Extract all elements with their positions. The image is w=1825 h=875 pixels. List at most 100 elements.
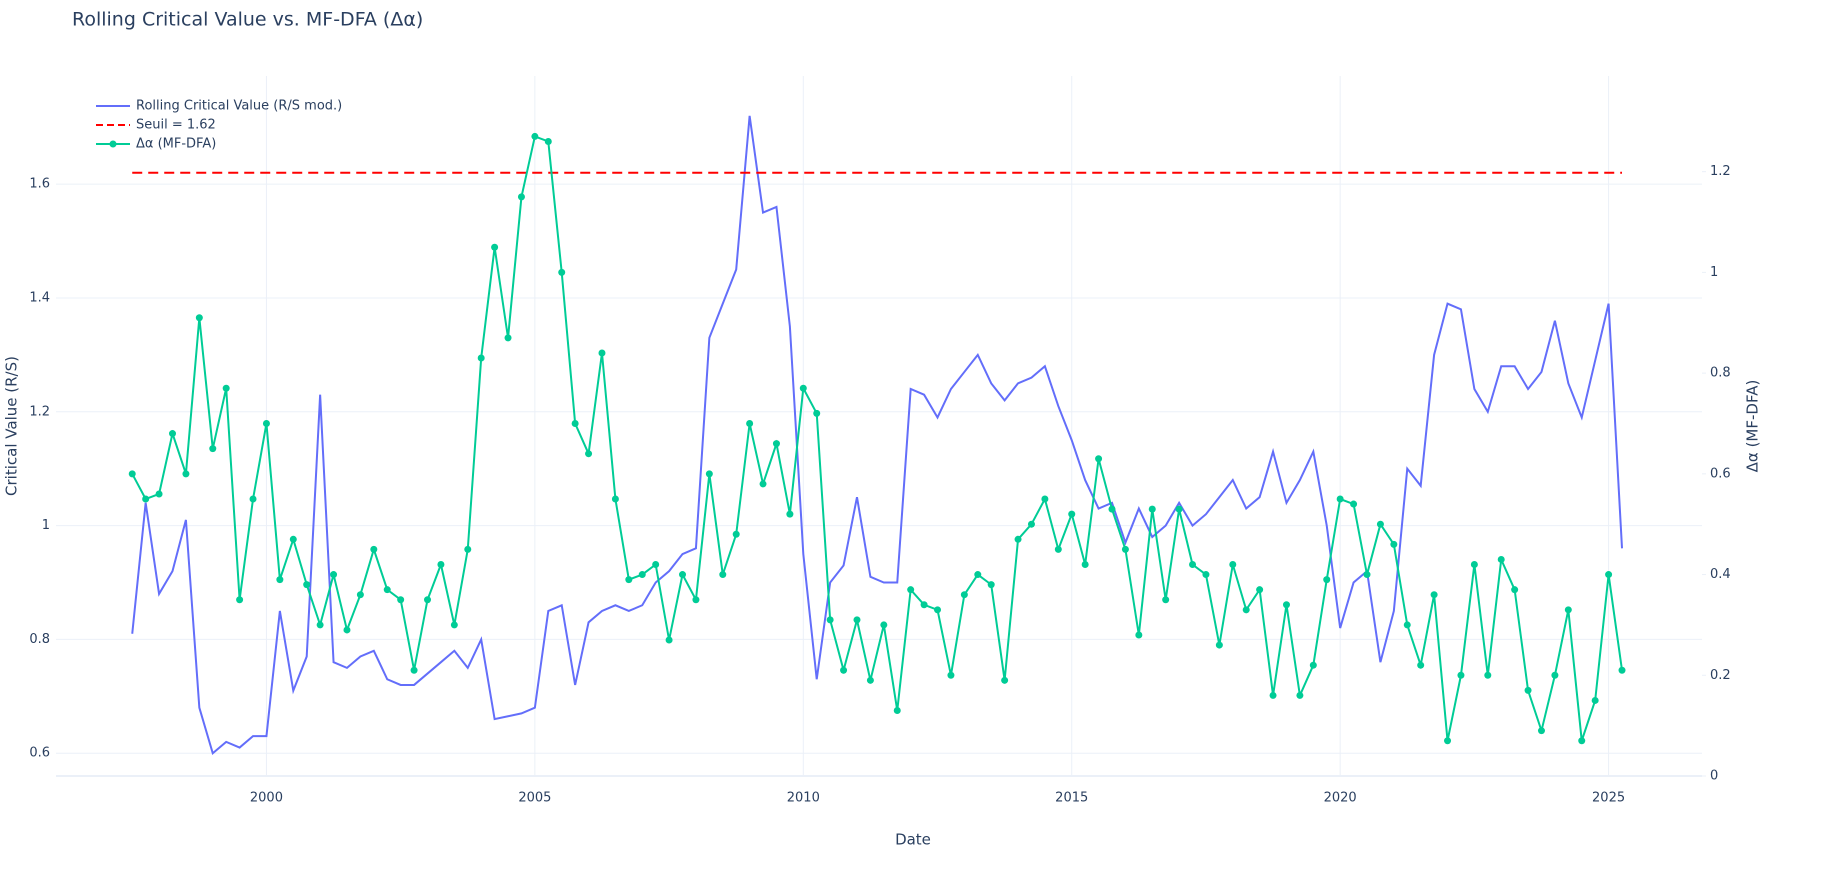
point bbox=[705, 470, 713, 478]
point bbox=[1511, 586, 1519, 594]
point bbox=[1524, 686, 1532, 694]
point bbox=[893, 707, 901, 715]
point bbox=[531, 132, 539, 140]
point bbox=[504, 334, 512, 342]
point bbox=[934, 606, 942, 614]
y2-tick-label: 0.8 bbox=[1710, 366, 1731, 381]
point bbox=[1484, 671, 1492, 679]
point bbox=[947, 671, 955, 679]
point bbox=[840, 666, 848, 674]
point bbox=[772, 440, 780, 448]
point bbox=[262, 419, 270, 427]
legend-label: Seuil = 1.62 bbox=[136, 118, 216, 133]
point bbox=[638, 571, 646, 579]
point bbox=[746, 419, 754, 427]
point bbox=[558, 268, 566, 276]
point bbox=[128, 470, 136, 478]
point bbox=[571, 419, 579, 427]
point bbox=[853, 616, 861, 624]
point bbox=[679, 571, 687, 579]
point bbox=[1591, 696, 1599, 704]
point bbox=[1269, 691, 1277, 699]
point bbox=[491, 243, 499, 251]
point bbox=[1444, 737, 1452, 745]
point bbox=[1189, 560, 1197, 568]
point bbox=[316, 621, 324, 629]
point bbox=[1242, 606, 1250, 614]
point bbox=[866, 676, 874, 684]
x-axis-title: Date bbox=[895, 831, 931, 849]
y-tick-label: 0.8 bbox=[29, 632, 50, 647]
x-tick-label: 2015 bbox=[1055, 791, 1088, 806]
y-tick-label: 1.4 bbox=[29, 290, 50, 305]
y2-tick-label: 0 bbox=[1710, 769, 1718, 784]
y2-tick-label: 1 bbox=[1710, 265, 1718, 280]
point bbox=[1068, 510, 1076, 518]
series-line bbox=[131, 135, 1624, 742]
point bbox=[397, 596, 405, 604]
y-tick-label: 1.2 bbox=[29, 404, 50, 419]
point bbox=[799, 384, 807, 392]
point bbox=[732, 530, 740, 538]
point bbox=[155, 490, 163, 498]
point bbox=[665, 636, 673, 644]
y2-tick-label: 0.4 bbox=[1710, 567, 1731, 582]
point bbox=[1309, 661, 1317, 669]
point bbox=[625, 576, 633, 584]
point bbox=[330, 571, 338, 579]
point bbox=[1027, 520, 1035, 528]
point bbox=[1323, 576, 1331, 584]
point bbox=[477, 354, 485, 362]
series-line bbox=[131, 115, 1624, 755]
point bbox=[1497, 555, 1505, 563]
point bbox=[692, 596, 700, 604]
y2-axis-title: Δα (MF-DFA) bbox=[1744, 380, 1762, 473]
point bbox=[383, 586, 391, 594]
y-axis-title: Critical Value (R/S) bbox=[3, 356, 21, 496]
point bbox=[303, 581, 311, 589]
point bbox=[1363, 571, 1371, 579]
point bbox=[1430, 591, 1438, 599]
point bbox=[598, 349, 606, 357]
point bbox=[1175, 505, 1183, 513]
point bbox=[987, 581, 995, 589]
point bbox=[1256, 586, 1264, 594]
y-tick-label: 1.6 bbox=[29, 177, 50, 192]
point bbox=[880, 621, 888, 629]
legend-label: Δα (MF-DFA) bbox=[136, 137, 216, 152]
point bbox=[1618, 666, 1626, 674]
point bbox=[1564, 606, 1572, 614]
point bbox=[168, 430, 176, 438]
point bbox=[786, 510, 794, 518]
point bbox=[236, 596, 244, 604]
point bbox=[960, 591, 968, 599]
point bbox=[1014, 535, 1022, 543]
point bbox=[370, 545, 378, 553]
point bbox=[1215, 641, 1223, 649]
point bbox=[1041, 495, 1049, 503]
point bbox=[1001, 676, 1009, 684]
point bbox=[1095, 455, 1103, 463]
point bbox=[142, 495, 150, 503]
point bbox=[1350, 500, 1358, 508]
point bbox=[907, 586, 915, 594]
legend-label: Rolling Critical Value (R/S mod.) bbox=[136, 99, 342, 114]
point bbox=[920, 601, 928, 609]
point bbox=[1537, 727, 1545, 735]
point bbox=[1578, 737, 1586, 745]
y2-tick-label: 1.2 bbox=[1710, 164, 1731, 179]
y-tick-label: 0.6 bbox=[29, 746, 50, 761]
point bbox=[1390, 540, 1398, 548]
point bbox=[410, 666, 418, 674]
point bbox=[1457, 671, 1465, 679]
point bbox=[1202, 571, 1210, 579]
point bbox=[585, 450, 593, 458]
point bbox=[1336, 495, 1344, 503]
point bbox=[1081, 560, 1089, 568]
y2-tick-label: 0.2 bbox=[1710, 668, 1731, 683]
point bbox=[1054, 545, 1062, 553]
point bbox=[517, 193, 525, 201]
point bbox=[826, 616, 834, 624]
point bbox=[1108, 505, 1116, 513]
